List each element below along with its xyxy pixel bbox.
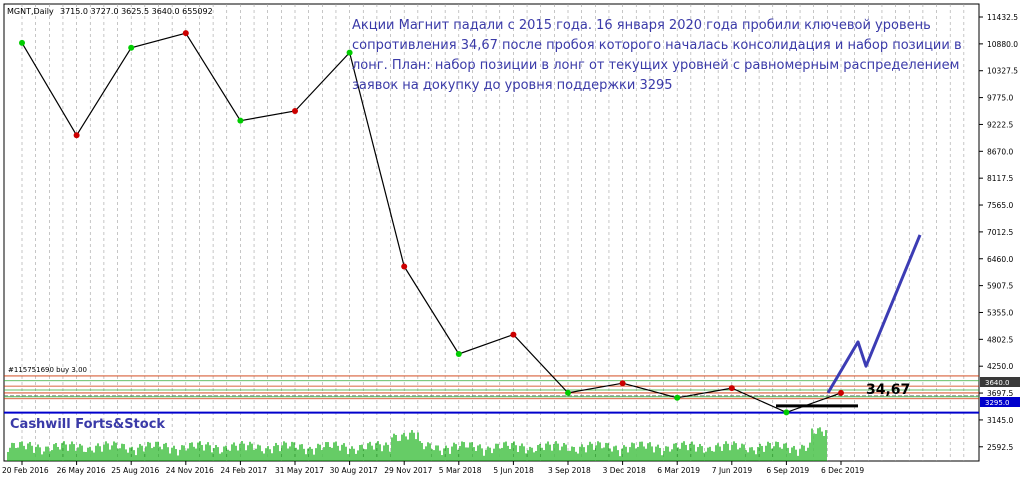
y-tick-label: 10880.0 [987,40,1018,49]
x-tick-label: 3 Dec 2018 [603,466,646,475]
price-point [728,385,735,392]
x-tick-label: 29 Nov 2017 [384,466,432,475]
x-tick-label: 6 Dec 2019 [821,466,864,475]
plan-arrow [826,234,922,394]
x-tick-label: 24 Nov 2016 [166,466,214,475]
watermark: Cashwill Forts&Stock [10,417,165,432]
x-tick-label: 24 Feb 2017 [220,466,267,475]
price-axis: 11432.5 10880.0 10327.5 9775.0 9222.5 8670.0 8… [979,13,1018,452]
y-tick-label: 3145.0 [987,416,1013,425]
annotation-line-1: Акции Магнит падали с 2015 года. 16 янва… [352,18,931,33]
y-tick-label: 9222.5 [987,120,1013,129]
header-ohlcv: 3715.0 3727.0 3625.5 3640.0 655092 [60,7,213,16]
annotation-line-4: заявок на докупку до уровня поддержки 32… [352,78,673,93]
y-tick-label: 9775.0 [987,94,1013,103]
price-point [510,331,517,338]
x-tick-label: 6 Sep 2019 [766,466,809,475]
price-point [619,380,626,387]
y-tick-label: 5355.0 [987,308,1013,317]
order-label: #115751690 buy 3.00 [8,366,87,374]
x-tick-label: 3 Sep 2018 [548,466,591,475]
price-point [73,132,80,139]
y-tick-label: 11432.5 [987,13,1018,22]
price-point [783,409,790,416]
y-tick-label: 6460.0 [987,255,1013,264]
price-point [674,394,681,401]
y-tick-label: 8117.5 [987,174,1013,183]
x-tick-label: 5 Mar 2018 [439,466,482,475]
price-line [21,32,842,414]
price-point [292,107,298,114]
volume-bars [7,427,827,461]
price-point [838,389,844,396]
x-tick-label: 7 Jun 2019 [712,466,753,475]
time-axis: 20 Feb 2016 26 May 2016 25 Aug 2016 24 Nov … [2,461,864,475]
annotation-line-2: сопротивления 34,67 после пробоя которог… [352,38,962,53]
price-series [19,30,844,416]
annotation-line-3: лонг. План: набор позиции в лонг от теку… [352,58,959,73]
y-tick-label: 3697.5 [987,389,1013,398]
y-tick-label: 7565.0 [987,201,1013,210]
price-point [128,44,135,51]
level-label: 34,67 [866,382,910,398]
x-tick-label: 20 Feb 2016 [2,466,49,475]
price-point [401,263,408,270]
current-price-tag [980,377,1020,387]
x-tick-label: 25 Aug 2016 [111,466,159,475]
price-point [182,30,189,37]
price-point [19,39,25,46]
x-tick-label: 6 Mar 2019 [657,466,700,475]
header-symbol: MGNT,Daily [7,7,54,16]
y-tick-label: 4250.0 [987,362,1013,371]
x-tick-label: 5 Jun 2018 [493,466,534,475]
price-point [565,389,571,396]
y-tick-label: 5907.5 [987,282,1013,291]
price-point [237,117,244,124]
price-point [346,49,353,56]
x-tick-label: 30 Aug 2017 [330,466,378,475]
y-tick-label: 8670.0 [987,147,1013,156]
y-tick-label: 2592.5 [987,443,1013,452]
x-tick-label: 26 May 2016 [57,466,106,475]
y-tick-label: 4802.5 [987,335,1013,344]
support-price-tag [980,397,1020,407]
current-price-label: 3640.0 [985,379,1010,387]
x-tick-label: 31 May 2017 [275,466,324,475]
grid-lines [21,4,965,461]
price-point [455,351,462,358]
horizontal-levels [4,375,979,414]
y-tick-label: 10327.5 [987,67,1018,76]
y-tick-label: 7012.5 [987,228,1013,237]
support-price-label: 3295.0 [985,399,1010,407]
plan-arrow-path [826,234,922,394]
